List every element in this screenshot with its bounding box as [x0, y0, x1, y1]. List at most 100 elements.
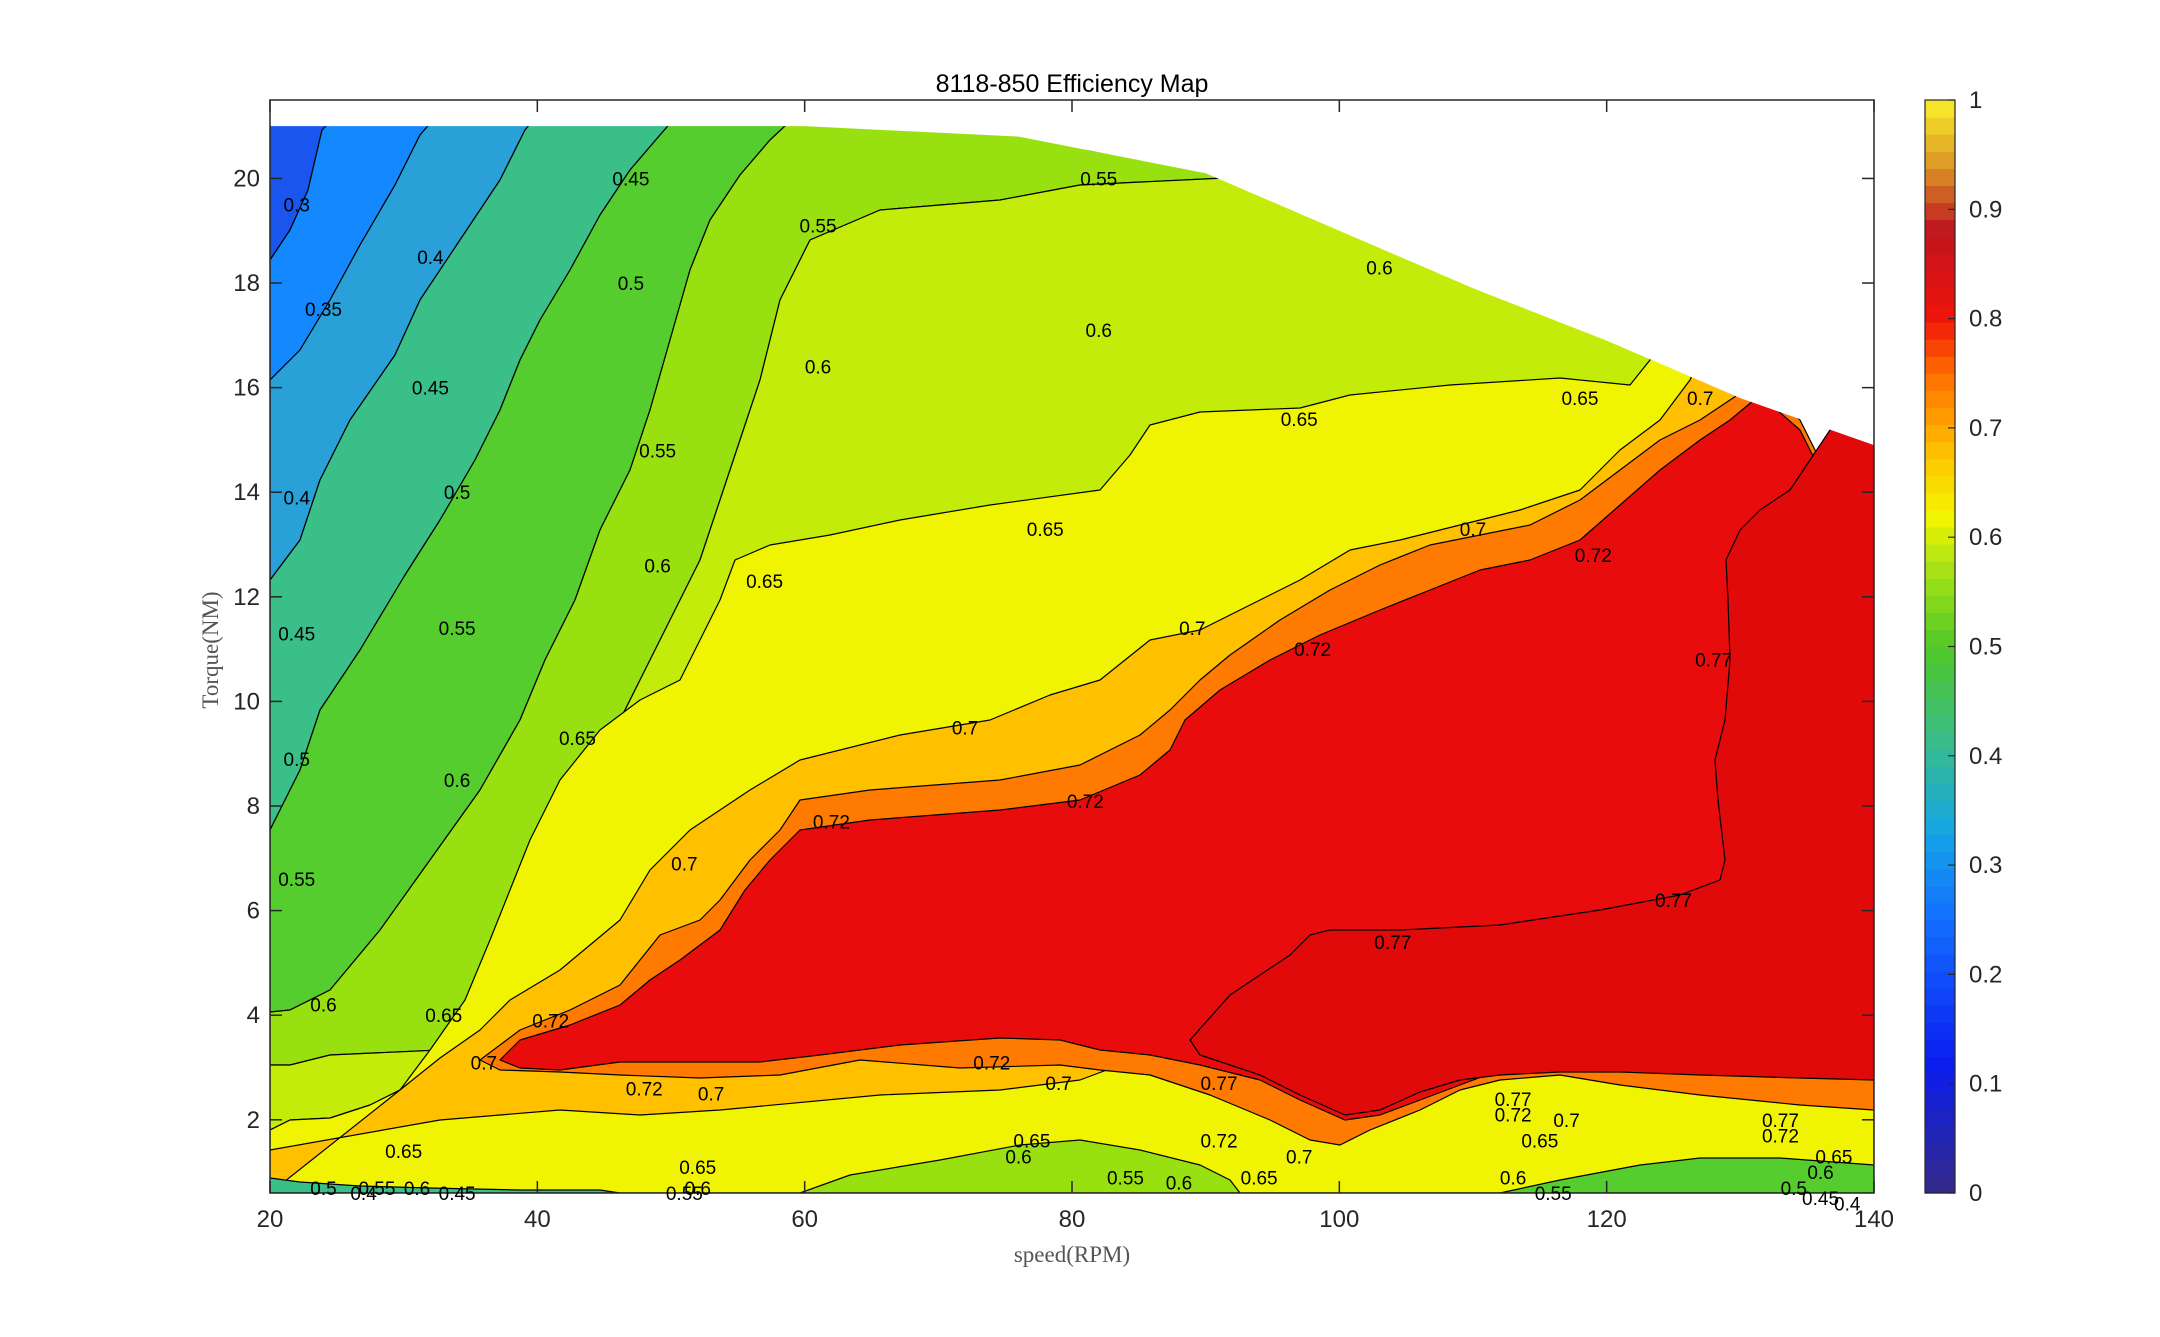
colorbar-tick-label: 0.3 [1969, 852, 2002, 879]
colorbar-swatch [1925, 629, 1955, 648]
contour-label: 0.7 [1460, 520, 1486, 541]
colorbar-swatch [1925, 1073, 1955, 1092]
y-axis-label: Torque(NM) [198, 591, 223, 708]
contour-label: 0.6 [1005, 1147, 1031, 1168]
x-tick-label: 120 [1587, 1206, 1627, 1233]
colorbar-swatch [1925, 509, 1955, 528]
colorbar-swatch [1925, 953, 1955, 972]
contour-label: 0.65 [1521, 1132, 1558, 1153]
contour-label: 0.5 [618, 274, 644, 295]
contour-label: 0.72 [532, 1011, 569, 1032]
colorbar-swatch [1925, 834, 1955, 853]
contour-label: 0.4 [1834, 1194, 1861, 1215]
colorbar-swatch [1925, 1107, 1955, 1126]
contour-label: 0.55 [1107, 1168, 1144, 1189]
colorbar-swatch [1925, 441, 1955, 460]
contour-label: 0.7 [1286, 1147, 1312, 1168]
colorbar-swatch [1925, 526, 1955, 545]
colorbar-swatch [1925, 1056, 1955, 1075]
colorbar-swatch [1925, 1022, 1955, 1040]
y-tick-label: 8 [247, 793, 260, 820]
colorbar-tick-label: 1 [1969, 87, 1982, 114]
x-axis-label: speed(RPM) [1014, 1242, 1130, 1267]
colorbar-swatch [1925, 1124, 1955, 1143]
contour-label: 0.7 [1045, 1074, 1071, 1095]
contour-label: 0.45 [1802, 1189, 1839, 1210]
y-tick-label: 6 [247, 898, 260, 925]
colorbar-swatch [1925, 697, 1955, 716]
contour-label: 0.77 [1201, 1074, 1238, 1095]
contour-label: 0.6 [444, 771, 470, 792]
torque-limit-mask [270, 100, 1874, 446]
contour-label: 0.4 [417, 248, 444, 269]
contour-label: 0.35 [305, 300, 342, 321]
colorbar-tick-label: 0.5 [1969, 634, 2002, 661]
contour-label: 0.3 [284, 196, 310, 217]
contour-label: 0.7 [471, 1053, 497, 1074]
contour-label: 0.5 [1781, 1179, 1807, 1200]
colorbar-swatch [1925, 390, 1955, 409]
contour-label: 0.6 [805, 358, 831, 379]
contour-label: 0.7 [1553, 1111, 1579, 1132]
chart-title: 8118-850 Efficiency Map [936, 70, 1209, 98]
colorbar-swatch [1925, 1141, 1955, 1160]
contour-label: 0.55 [1080, 169, 1117, 190]
region-max [1189, 409, 1874, 1116]
colorbar-tick-label: 0.8 [1969, 306, 2002, 333]
colorbar-swatch [1925, 646, 1955, 665]
colorbar-swatch [1925, 868, 1955, 887]
x-tick-label: 140 [1854, 1206, 1894, 1233]
colorbar-tick-label: 0 [1969, 1180, 1982, 1207]
contour-label: 0.72 [1294, 640, 1331, 661]
colorbar-swatch [1925, 151, 1955, 169]
contour-label: 0.65 [1027, 520, 1064, 541]
contour-label: 0.45 [278, 624, 315, 645]
colorbar-swatch [1925, 322, 1955, 340]
region-bottom-band-left [270, 1177, 621, 1193]
colorbar-swatch [1925, 748, 1955, 767]
contour-label: 0.72 [1067, 792, 1104, 813]
contour-label: 0.55 [800, 217, 837, 238]
y-tick-label: 18 [233, 270, 260, 297]
colorbar-swatch [1925, 185, 1955, 204]
x-tick-label: 100 [1319, 1206, 1359, 1233]
colorbar-swatch [1925, 458, 1955, 477]
contour-label: 0.6 [1166, 1174, 1192, 1195]
contour-label: 0.77 [1495, 1090, 1532, 1111]
contour-label: 0.65 [1281, 410, 1318, 431]
contour-label: 0.6 [644, 556, 670, 577]
contour-label: 0.55 [666, 1184, 703, 1205]
colorbar-swatch [1925, 680, 1955, 699]
contour-label: 0.55 [278, 870, 315, 891]
contour-label: 0.6 [404, 1179, 430, 1200]
contour-label: 0.7 [671, 855, 697, 876]
colorbar-tick-label: 0.1 [1969, 1071, 2002, 1098]
colorbar-swatch [1925, 578, 1955, 596]
x-tick-label: 20 [257, 1206, 284, 1233]
contour-label: 0.72 [1201, 1132, 1238, 1153]
colorbar-swatch [1925, 663, 1955, 682]
colorbar-swatch [1925, 356, 1955, 374]
colorbar-swatch [1925, 851, 1955, 870]
contour-label: 0.7 [952, 719, 978, 740]
contour-label: 0.6 [1807, 1163, 1833, 1184]
x-tick-label: 40 [524, 1206, 551, 1233]
colorbar-swatch [1925, 561, 1955, 579]
x-axis: 20 40 60 80 100 120 140 [257, 100, 1894, 1233]
colorbar-swatch [1925, 817, 1955, 835]
contour-label: 0.72 [1495, 1106, 1532, 1127]
colorbar-tick-label: 0.7 [1969, 415, 2002, 442]
colorbar-swatch [1925, 595, 1955, 613]
colorbar-swatch [1925, 475, 1955, 494]
contour-label: 0.65 [1815, 1147, 1852, 1168]
colorbar-swatch [1925, 373, 1955, 391]
colorbar-swatch [1925, 766, 1955, 784]
colorbar-swatch [1925, 714, 1955, 733]
contour-label: 0.77 [1655, 891, 1692, 912]
colorbar-swatch [1925, 219, 1955, 238]
colorbar-swatch [1925, 902, 1955, 921]
colorbar-swatch [1925, 168, 1955, 186]
colorbar-swatch [1925, 424, 1955, 443]
